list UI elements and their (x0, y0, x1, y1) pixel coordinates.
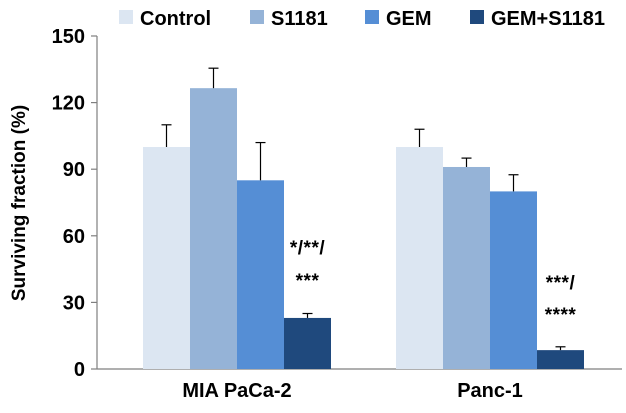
x-category-label: Panc-1 (457, 380, 523, 402)
bar-gem-s1181 (537, 350, 584, 369)
bar-control (143, 147, 190, 369)
bars (143, 88, 584, 370)
legend-swatch (365, 10, 379, 24)
y-tick-label: 90 (63, 159, 85, 181)
legend-label: GEM (386, 8, 432, 30)
bar-gem (490, 191, 537, 369)
bar-gem (237, 180, 284, 369)
error-bars (161, 67, 566, 351)
y-tick-label: 0 (74, 359, 85, 381)
significance-label: *** (296, 271, 320, 292)
significance-annotations: */**/ *** ***/ **** (290, 238, 577, 326)
significance-label: ***/ (546, 273, 576, 294)
legend-swatch (250, 10, 264, 24)
y-tick-label: 150 (52, 26, 85, 48)
significance-label: */**/ (290, 238, 325, 259)
legend-swatch (119, 10, 133, 24)
bar-s1181 (190, 88, 237, 370)
bar-s1181 (443, 166, 490, 369)
y-tick-label: 120 (52, 93, 85, 115)
legend-label: Control (140, 8, 211, 30)
y-axis-label: Surviving fraction (%) (9, 105, 30, 301)
legend: Control S1181 GEM GEM+S1181 (119, 8, 605, 30)
bar-control (396, 147, 443, 369)
axes: 0 30 60 90 120 150 MIA PaCa-2 Panc-1 (52, 26, 622, 402)
legend-label: GEM+S1181 (491, 8, 605, 30)
x-category-label: MIA PaCa-2 (182, 380, 291, 402)
legend-label: S1181 (271, 8, 328, 30)
legend-swatch (470, 10, 484, 24)
y-tick-label: 60 (63, 226, 85, 248)
bar-gem-s1181 (284, 317, 331, 369)
significance-label: **** (545, 305, 577, 326)
y-tick-label: 30 (63, 292, 85, 314)
